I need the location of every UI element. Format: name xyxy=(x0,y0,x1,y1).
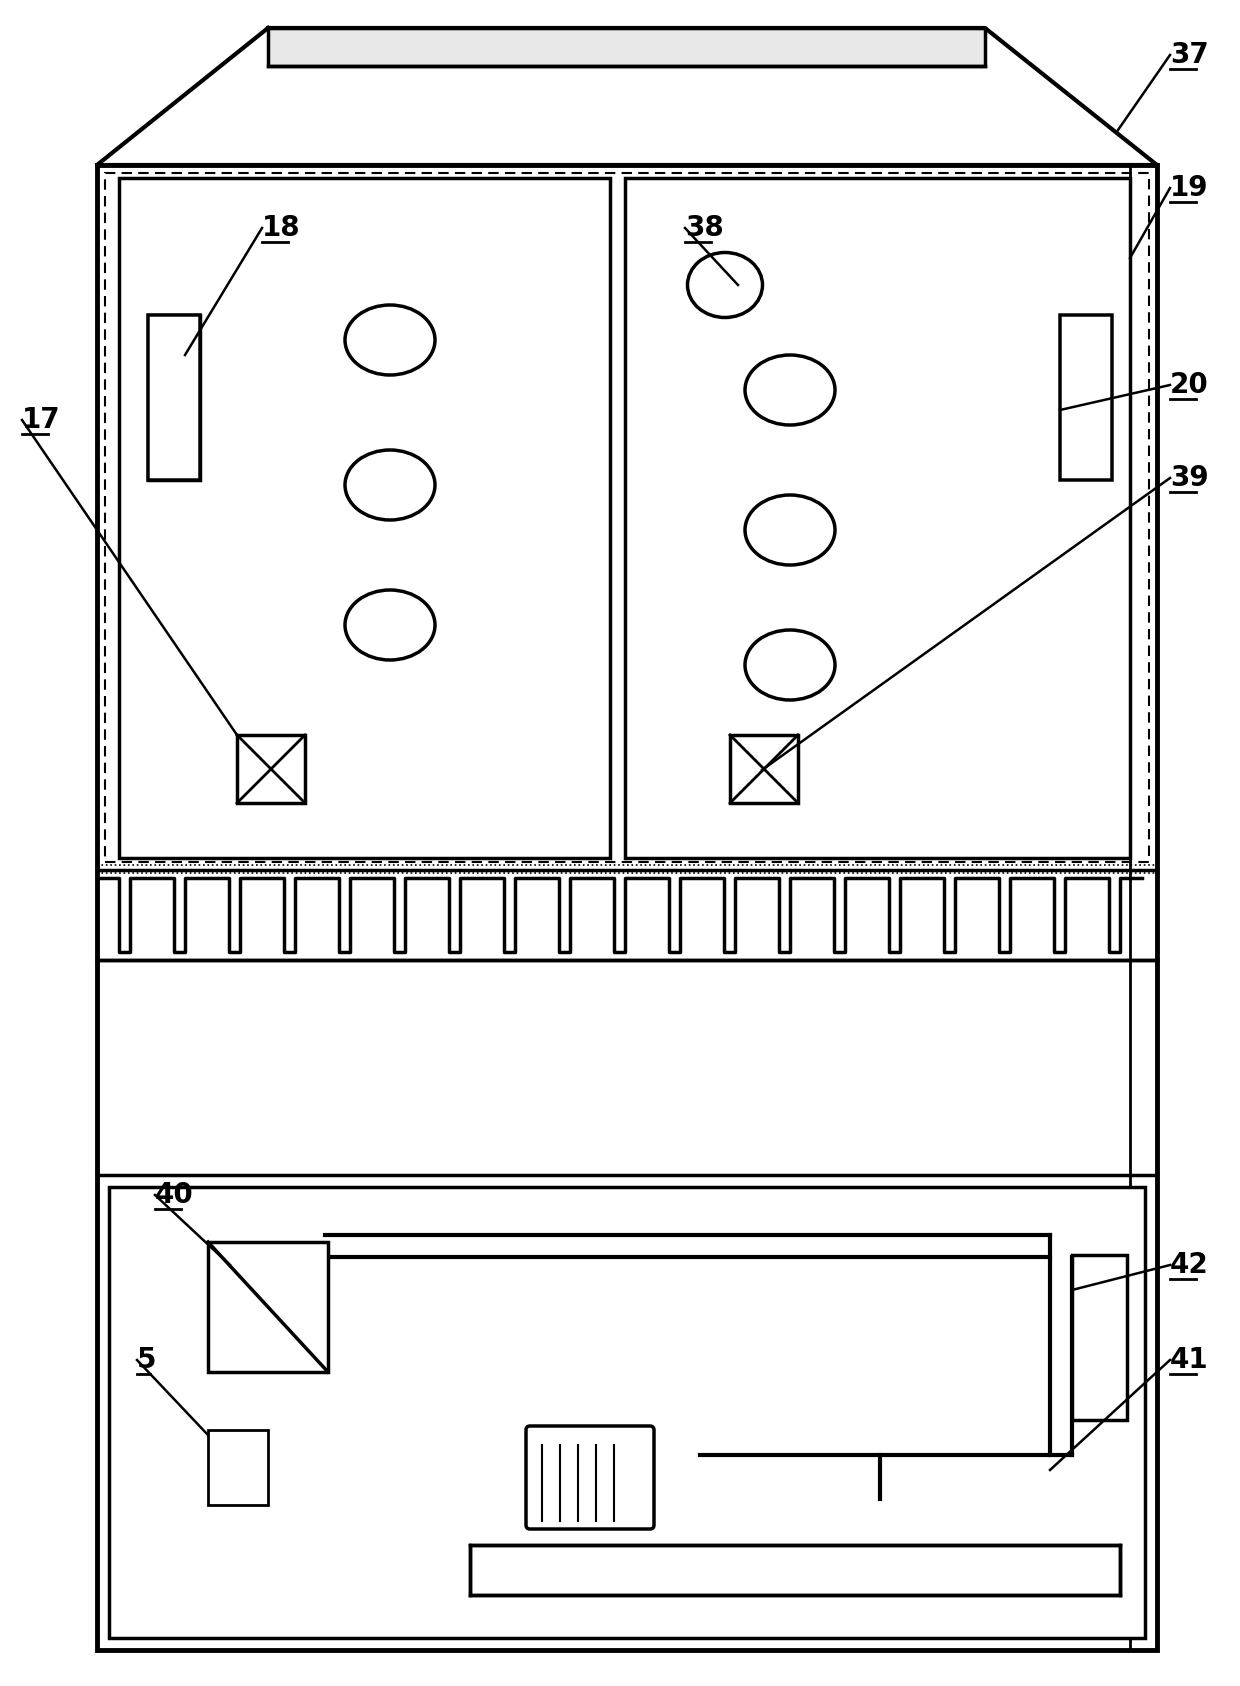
Bar xyxy=(470,1544,1120,1595)
Text: 17: 17 xyxy=(22,406,61,433)
Circle shape xyxy=(639,1465,662,1489)
Ellipse shape xyxy=(745,631,835,700)
Bar xyxy=(97,165,1157,1651)
Bar xyxy=(625,179,1130,858)
Ellipse shape xyxy=(345,305,435,374)
Bar xyxy=(237,735,305,803)
FancyBboxPatch shape xyxy=(1060,315,1112,481)
Ellipse shape xyxy=(345,590,435,659)
Text: 40: 40 xyxy=(155,1180,193,1209)
Text: 18: 18 xyxy=(262,214,300,243)
Bar xyxy=(730,735,799,803)
Bar xyxy=(1130,165,1157,1651)
FancyBboxPatch shape xyxy=(526,1426,653,1529)
Ellipse shape xyxy=(345,450,435,519)
Ellipse shape xyxy=(745,356,835,425)
Ellipse shape xyxy=(745,496,835,565)
Bar xyxy=(105,174,1149,862)
Text: 41: 41 xyxy=(1171,1345,1209,1374)
Bar xyxy=(1073,1254,1127,1420)
Bar xyxy=(208,1430,268,1506)
Text: 39: 39 xyxy=(1171,464,1209,492)
FancyBboxPatch shape xyxy=(148,315,200,481)
Text: 37: 37 xyxy=(1171,40,1209,69)
Bar xyxy=(109,1187,1145,1639)
Bar xyxy=(119,179,610,858)
Text: 5: 5 xyxy=(136,1345,156,1374)
Circle shape xyxy=(662,1458,698,1495)
Circle shape xyxy=(642,1438,718,1516)
Circle shape xyxy=(722,1458,758,1495)
Circle shape xyxy=(702,1438,777,1516)
Ellipse shape xyxy=(687,253,763,317)
Circle shape xyxy=(802,1458,838,1495)
Text: 42: 42 xyxy=(1171,1251,1209,1280)
Bar xyxy=(148,315,200,481)
Text: 20: 20 xyxy=(1171,371,1209,400)
Circle shape xyxy=(782,1438,858,1516)
Text: 38: 38 xyxy=(684,214,724,243)
Circle shape xyxy=(858,1455,901,1499)
Bar xyxy=(208,1243,329,1372)
Text: 19: 19 xyxy=(1171,174,1209,202)
Bar xyxy=(268,29,985,66)
